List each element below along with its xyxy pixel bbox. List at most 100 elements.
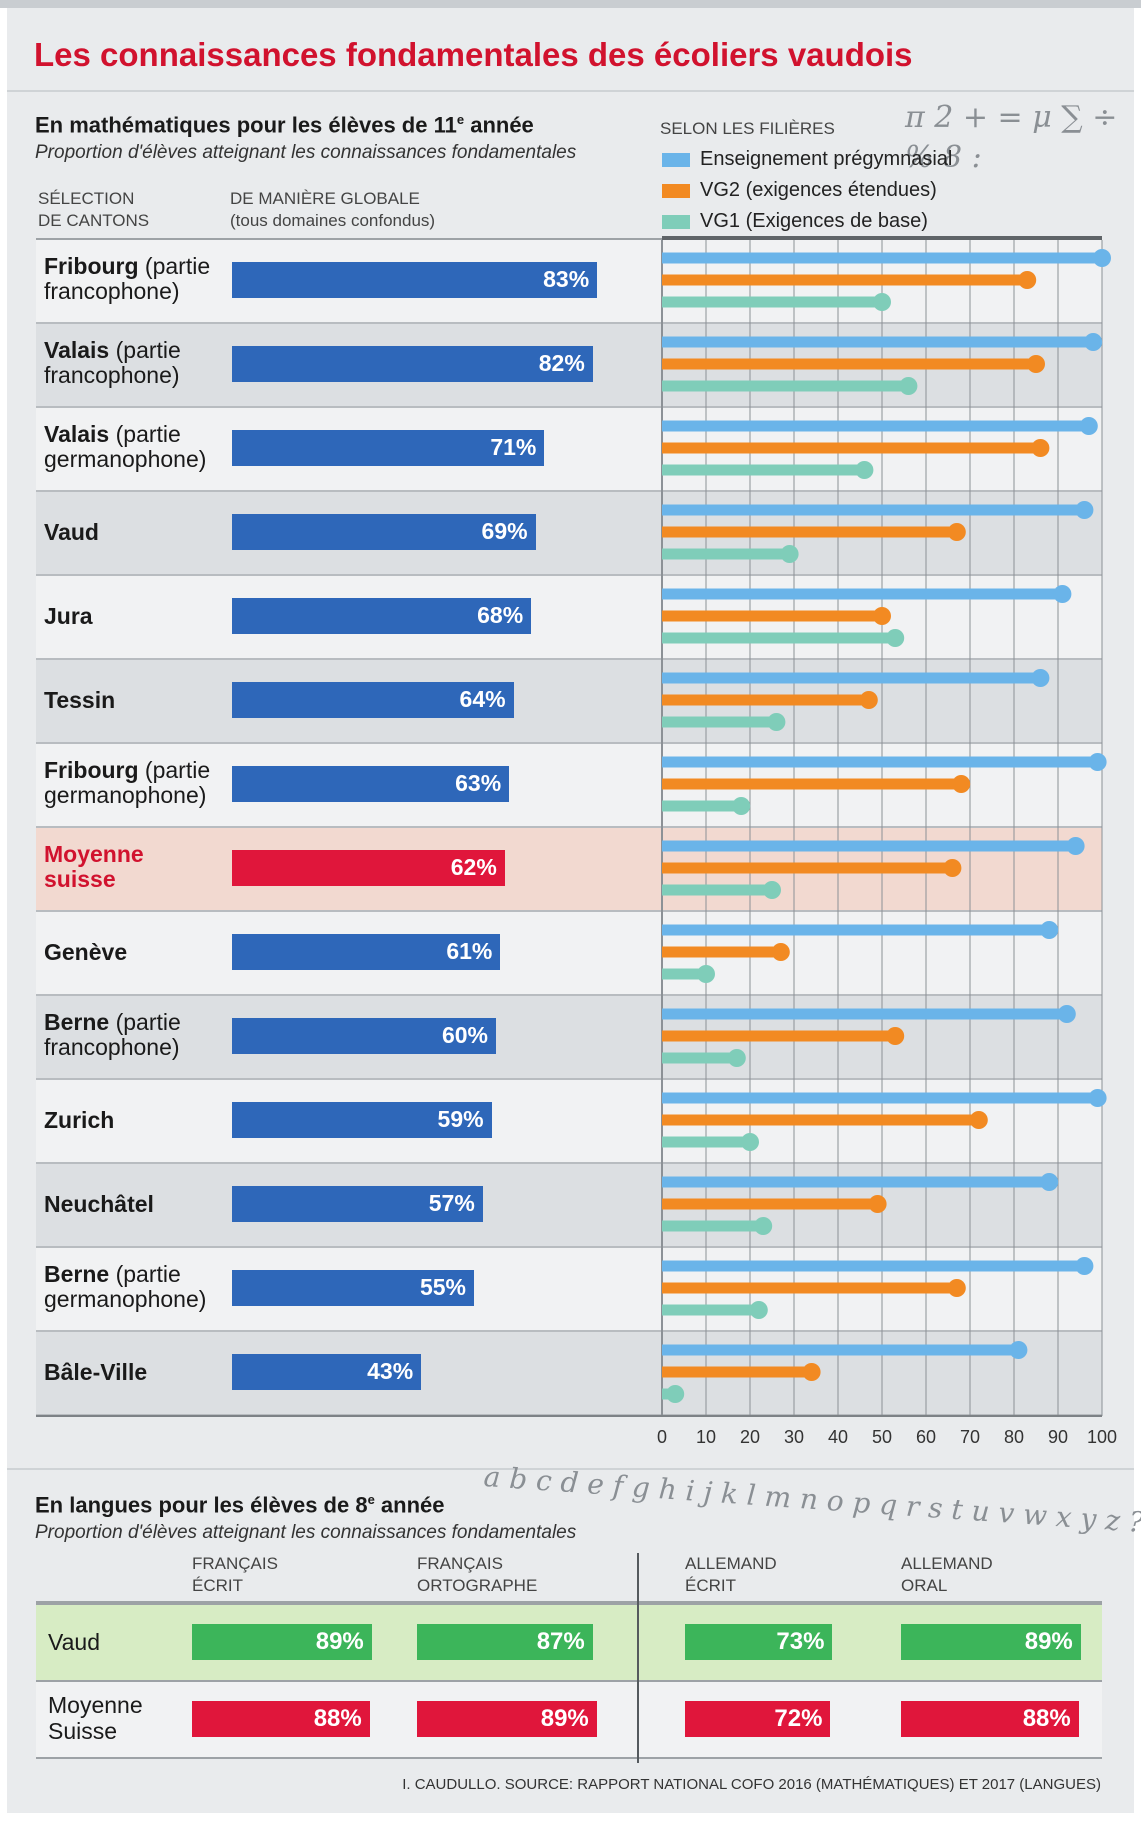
lang-bar: 88% (901, 1701, 1079, 1737)
canton-name: Valais (44, 421, 110, 447)
global-bar-value: 71% (490, 434, 537, 460)
filiere-point (1088, 753, 1107, 771)
filiere-point (1027, 355, 1045, 373)
col-global: DE MANIÈRE GLOBALE (tous domaines confon… (230, 189, 436, 230)
main-title: Les connaissances fondamentales des écol… (34, 36, 913, 73)
row-separator (36, 322, 1102, 324)
filiere-point (969, 1111, 988, 1129)
global-bar: 60% (232, 1018, 496, 1054)
global-bar: 83% (232, 262, 598, 298)
global-bar: 55% (232, 1270, 474, 1306)
row-separator (36, 994, 1102, 996)
lang-column-header: ALLEMAND ORAL (901, 1554, 993, 1595)
canton-name: Valais (44, 337, 110, 363)
x-tick-label: 20 (739, 1427, 761, 1447)
global-bar-value: 63% (455, 770, 502, 796)
canton-detail: (partie (109, 421, 181, 447)
global-bar: 57% (232, 1186, 483, 1222)
global-bar-value: 61% (446, 938, 493, 964)
filiere-point (1093, 249, 1111, 267)
row-separator (36, 658, 1102, 660)
lang-bar: 73% (685, 1624, 833, 1660)
filiere-point (947, 523, 966, 541)
legend-swatch (662, 184, 690, 198)
filiere-point (1084, 333, 1103, 351)
canton-name: Fribourg (44, 757, 139, 783)
lang-bar-value: 89% (315, 1628, 364, 1655)
canton-name: Tessin (44, 687, 116, 713)
filiere-point (1031, 669, 1050, 687)
x-tick-label: 50 (871, 1427, 893, 1447)
filiere-point (1075, 1257, 1094, 1275)
global-bar: 43% (232, 1354, 422, 1390)
global-bar-value: 60% (441, 1022, 488, 1048)
lang-heading: En langues pour les élèves de 8e année (35, 1492, 445, 1518)
filiere-point (1053, 585, 1072, 603)
global-bar: 64% (232, 682, 514, 718)
lang-row-label: Moyenne Suisse (48, 1692, 143, 1744)
filiere-point (947, 1279, 966, 1297)
filiere-point (1040, 1173, 1059, 1191)
canton-label: Vaud (44, 520, 99, 545)
lang-bar-value: 89% (1024, 1628, 1073, 1655)
filiere-point (697, 965, 715, 983)
canton-name: Vaud (44, 519, 99, 545)
filiere-point (780, 545, 799, 563)
row-separator (36, 826, 1102, 828)
lang-bar-value: 72% (774, 1705, 823, 1732)
filieres-chart (36, 240, 1111, 1417)
canton-label: Fribourg (partie francophone) (44, 254, 210, 304)
lang-column-header: ALLEMAND ÉCRIT (685, 1554, 777, 1595)
filiere-point (943, 859, 962, 877)
canton-label: Neuchâtel (44, 1192, 154, 1217)
canton-detail: (partie (109, 337, 181, 363)
lang-bar: 87% (417, 1624, 593, 1660)
filiere-point (732, 797, 751, 815)
filiere-point (727, 1049, 746, 1067)
global-bar-value: 43% (367, 1358, 414, 1384)
filiere-point (859, 691, 878, 709)
filiere-point (886, 1027, 905, 1045)
canton-label: Valais (partie francophone) (44, 338, 181, 388)
row-separator (36, 574, 1102, 576)
global-bar-value: 55% (419, 1274, 466, 1300)
canton-name: Fribourg (44, 253, 139, 279)
lang-column-header: FRANÇAIS ÉCRIT (192, 1554, 278, 1595)
lang-heading-tail: année (374, 1492, 445, 1518)
x-tick-label: 100 (1086, 1427, 1118, 1447)
lang-heading-text: En langues pour les élèves de 8 (35, 1492, 368, 1518)
canton-name: Neuchâtel (44, 1191, 154, 1217)
title-bar (7, 20, 1134, 92)
lang-row-separator (36, 1680, 1102, 1682)
canton-name: Zurich (44, 1107, 115, 1133)
row-separator (36, 1078, 1102, 1080)
lang-bar: 89% (192, 1624, 372, 1660)
filiere-point (855, 461, 874, 479)
math-heading: En mathématiques pour les élèves de 11e … (35, 112, 534, 138)
lang-bar-value: 88% (1022, 1705, 1071, 1732)
canton-label: Zurich (44, 1108, 114, 1133)
lang-bar-value: 88% (313, 1705, 362, 1732)
filiere-point (1075, 501, 1094, 519)
canton-detail-line2: germanophone) (44, 446, 207, 472)
canton-detail: (partie (109, 1009, 181, 1035)
x-tick-label: 80 (1003, 1427, 1025, 1447)
global-bar: 82% (232, 346, 593, 382)
filiere-point (1088, 1089, 1107, 1107)
lang-bar-value: 87% (536, 1628, 585, 1655)
global-bar: 59% (232, 1102, 492, 1138)
global-bar: 63% (232, 766, 510, 802)
canton-label: Genève (44, 940, 127, 965)
global-bar-value: 82% (538, 350, 585, 376)
filiere-point (666, 1385, 685, 1403)
canton-detail: (partie (138, 253, 211, 279)
legend-title: SELON LES FILIÈRES (660, 119, 835, 138)
filiere-point (802, 1363, 821, 1381)
filiere-point (1009, 1341, 1028, 1359)
canton-label: Moyenne suisse (44, 842, 144, 892)
canton-detail-line2: germanophone) (44, 782, 207, 808)
lang-subtitle: Proportion d'élèves atteignant les conna… (35, 1522, 577, 1543)
global-bar-value: 83% (543, 266, 590, 292)
canton-detail: (partie (138, 757, 211, 783)
